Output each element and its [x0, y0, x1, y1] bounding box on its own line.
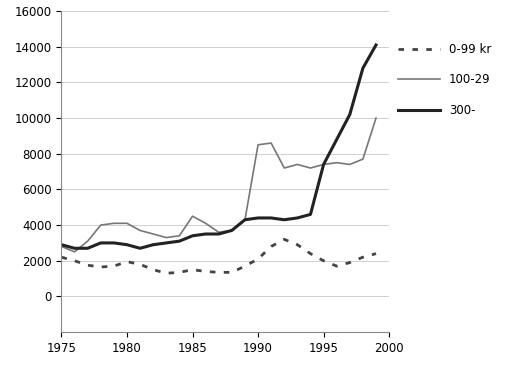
Legend: 0-99 kr, 100-29, 300-: 0-99 kr, 100-29, 300- [398, 43, 492, 117]
